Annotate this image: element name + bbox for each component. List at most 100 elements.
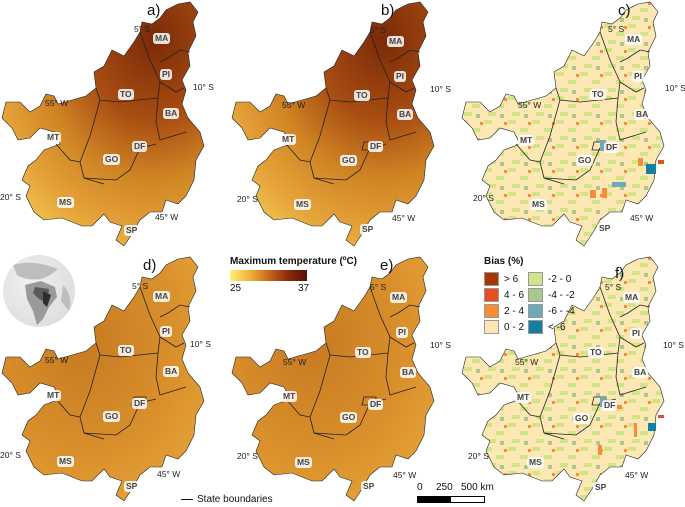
coord-5s: 5° S	[134, 24, 151, 34]
panel-e: e) MA PI TO BA MT GO DF MS SP 5° S 10° S…	[230, 255, 460, 505]
state-label-ba: BA	[163, 366, 180, 377]
coord-20s: 20° S	[237, 194, 258, 204]
state-label-pi: PI	[632, 71, 645, 82]
state-label-go: GO	[103, 411, 121, 422]
coord-5s: 5° S	[370, 25, 387, 35]
bias-legend-item: -6 - -4	[528, 304, 575, 318]
state-label-pi: PI	[630, 328, 643, 339]
bias-legend-item: 2 - 4	[484, 304, 524, 318]
panel-b: b) MA PI TO BA MT GO DF MS SP 5° S 10° S…	[230, 0, 460, 250]
state-label-to: TO	[355, 347, 371, 358]
bias-legend-item: < -6	[528, 320, 566, 334]
bias-label: < -6	[548, 321, 566, 333]
bias-legend-item: 4 - 6	[484, 288, 524, 302]
state-label-ma: MA	[153, 291, 171, 302]
temperature-legend-title: Maximum temperature (ºC)	[230, 256, 358, 267]
panel-a: a) MA PI TO BA MT GO DF MS SP 5° S 10° S…	[0, 0, 230, 250]
coord-10s: 10° S	[665, 83, 685, 93]
state-label-ba: BA	[397, 109, 414, 120]
bias-label: -4 - -2	[548, 289, 575, 301]
coord-10s: 10° S	[430, 340, 451, 350]
state-label-ma: MA	[625, 34, 643, 45]
state-label-pi: PI	[160, 69, 173, 80]
state-label-to: TO	[354, 90, 370, 101]
state-label-ms: MS	[294, 199, 311, 210]
state-label-ms: MS	[527, 457, 544, 468]
state-label-ba: BA	[163, 108, 180, 119]
state-label-sp: SP	[360, 224, 376, 235]
coord-5s: 5° S	[370, 282, 387, 292]
state-label-ba: BA	[400, 367, 417, 378]
state-label-df: DF	[368, 399, 384, 410]
map-panel-b	[231, 1, 435, 247]
panel-label-e: e)	[380, 257, 394, 274]
coord-45w: 45° W	[393, 470, 417, 480]
coord-55w: 55° W	[518, 100, 542, 110]
map-panel-c	[461, 1, 665, 247]
state-label-go: GO	[340, 412, 358, 423]
state-label-df: DF	[132, 398, 148, 409]
panel-label-f: f)	[615, 265, 625, 282]
state-label-sp: SP	[593, 482, 609, 493]
state-label-sp: SP	[124, 481, 140, 492]
coord-45w: 45° W	[157, 469, 181, 479]
bias-label: 0 - 2	[504, 321, 525, 333]
panel-label-b: b)	[381, 2, 395, 19]
coord-20s: 20° S	[0, 450, 21, 460]
coord-20s: 20° S	[473, 193, 494, 203]
state-label-pi: PI	[394, 71, 407, 82]
bias-legend-title: Bias (%)	[484, 256, 524, 267]
state-label-mt: MT	[280, 134, 297, 145]
colorbar-min: 25	[230, 283, 242, 294]
panel-label-d: d)	[143, 257, 157, 274]
state-label-go: GO	[340, 155, 358, 166]
state-label-mt: MT	[45, 390, 62, 401]
swatch-0-2	[484, 320, 499, 334]
globe-locator-icon	[3, 255, 75, 327]
boundary-line-icon	[181, 499, 193, 500]
state-label-to: TO	[118, 345, 134, 356]
bias-legend-item: 0 - 2	[484, 320, 524, 334]
state-label-ma: MA	[153, 33, 171, 44]
state-label-sp: SP	[597, 223, 613, 234]
coord-45w: 45° W	[392, 213, 416, 223]
coord-45w: 45° W	[630, 213, 654, 223]
coord-20s: 20° S	[0, 192, 21, 202]
coord-55w: 55° W	[282, 100, 306, 110]
state-label-ba: BA	[634, 109, 651, 120]
swatch-4-6	[484, 288, 499, 302]
state-label-ma: MA	[623, 292, 641, 303]
boundary-legend-label: State boundaries	[197, 494, 273, 505]
state-label-sp: SP	[361, 481, 377, 492]
scale-250: 250	[436, 482, 453, 493]
bias-label: > 6	[504, 273, 519, 285]
state-label-df: DF	[132, 141, 148, 152]
swatch-gt6	[484, 272, 499, 286]
state-label-to: TO	[590, 89, 606, 100]
state-label-ma: MA	[387, 36, 405, 47]
state-label-df: DF	[368, 141, 384, 152]
bias-legend-item: > 6	[484, 272, 518, 286]
state-label-mt: MT	[281, 391, 298, 402]
swatch-neg6-neg4	[528, 304, 543, 318]
coord-45w: 45° W	[155, 212, 179, 222]
coord-5s: 5° S	[132, 281, 149, 291]
panel-f: f) MA PI TO BA MT GO DF MS SP 5° S 10° S…	[460, 255, 685, 505]
state-label-go: GO	[573, 413, 591, 424]
coord-5s: 5° S	[608, 24, 625, 34]
globe-map	[13, 262, 71, 325]
coord-10s: 10° S	[663, 340, 684, 350]
bias-legend-item: -2 - 0	[528, 272, 571, 286]
coord-55w: 55° W	[45, 98, 69, 108]
coord-55w: 55° W	[283, 357, 307, 367]
swatch-neg4-neg2	[528, 288, 543, 302]
state-label-df: DF	[602, 400, 618, 411]
coord-45w: 45° W	[625, 470, 649, 480]
state-label-to: TO	[588, 347, 604, 358]
state-label-mt: MT	[515, 392, 532, 403]
state-label-sp: SP	[124, 225, 140, 236]
bias-label: 2 - 4	[504, 305, 525, 317]
swatch-2-4	[484, 304, 499, 318]
state-label-df: DF	[604, 142, 620, 153]
panel-label-c: c)	[618, 2, 631, 19]
